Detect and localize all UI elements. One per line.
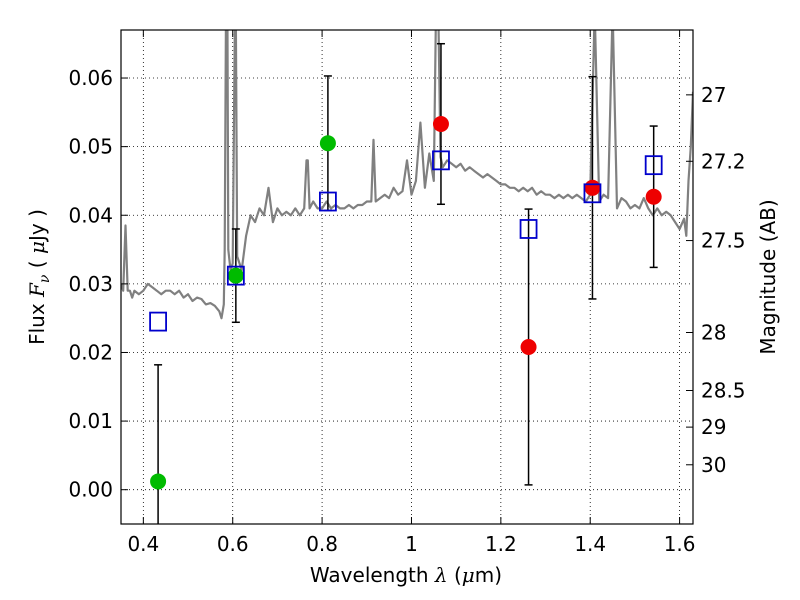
model-square (644, 155, 663, 176)
detection-point (227, 267, 244, 284)
x-tick-label: 1.4 (574, 532, 606, 556)
detection-point (432, 115, 449, 132)
grid-lines (121, 30, 693, 524)
x-tick-label: 0.8 (306, 532, 338, 556)
y-tick-label: 0.00 (68, 478, 113, 502)
y-tick-label: 0.04 (68, 203, 113, 227)
detection-point (584, 179, 601, 196)
y-tick-label: 0.03 (68, 272, 113, 296)
y2-tick-label: 27.5 (701, 229, 746, 253)
y-axis-title: Flux Fν ( μJy ) (25, 209, 53, 345)
x-tick-label: 0.4 (127, 532, 159, 556)
x-tick-label: 1 (405, 532, 418, 556)
x-tick-label: 1.2 (485, 532, 517, 556)
x-tick-label: 1.6 (664, 532, 696, 556)
x-axis-title: Wavelength λ (μm) (310, 563, 502, 587)
lambda-symbol: λ (434, 563, 448, 587)
y-tick-label: 0.01 (68, 409, 113, 433)
detection-point (645, 188, 662, 205)
y2-tick-label: 28.5 (701, 379, 746, 403)
mu-symbol: μ (462, 563, 475, 587)
y2-tick-label: 27.2 (701, 149, 746, 173)
plot-area (121, 30, 693, 524)
tick-marks (121, 30, 693, 524)
f-nu-symbol: F (25, 282, 49, 298)
model-square (149, 311, 167, 332)
y-tick-label: 0.05 (68, 135, 113, 159)
y-tick-label: 0.02 (68, 340, 113, 364)
model-square (432, 150, 450, 171)
y-tick-label: 0.06 (68, 66, 113, 90)
y2-tick-label: 28 (701, 321, 726, 345)
x-tick-label: 0.6 (217, 532, 249, 556)
y2-tick-label: 30 (701, 453, 726, 477)
y2-axis-title: Magnitude (AB) (756, 199, 780, 354)
axes-frame (120, 29, 694, 525)
model-square (519, 219, 538, 239)
detection-point (150, 473, 167, 490)
y2-tick-label: 27 (701, 83, 726, 107)
model-square (583, 183, 602, 204)
detection-point (520, 338, 537, 355)
spectrum-line (121, 30, 693, 320)
tick-labels: 0.4 0.6 0.8 1 1.2 1.4 1.6 0.00 0.01 0.02 0.03 0.04 0… (68, 66, 745, 556)
y2-tick-label: 29 (701, 415, 726, 439)
mu-symbol: μ (25, 241, 49, 254)
detection-point (319, 135, 336, 152)
model-square (226, 265, 245, 286)
model-square (319, 191, 337, 212)
